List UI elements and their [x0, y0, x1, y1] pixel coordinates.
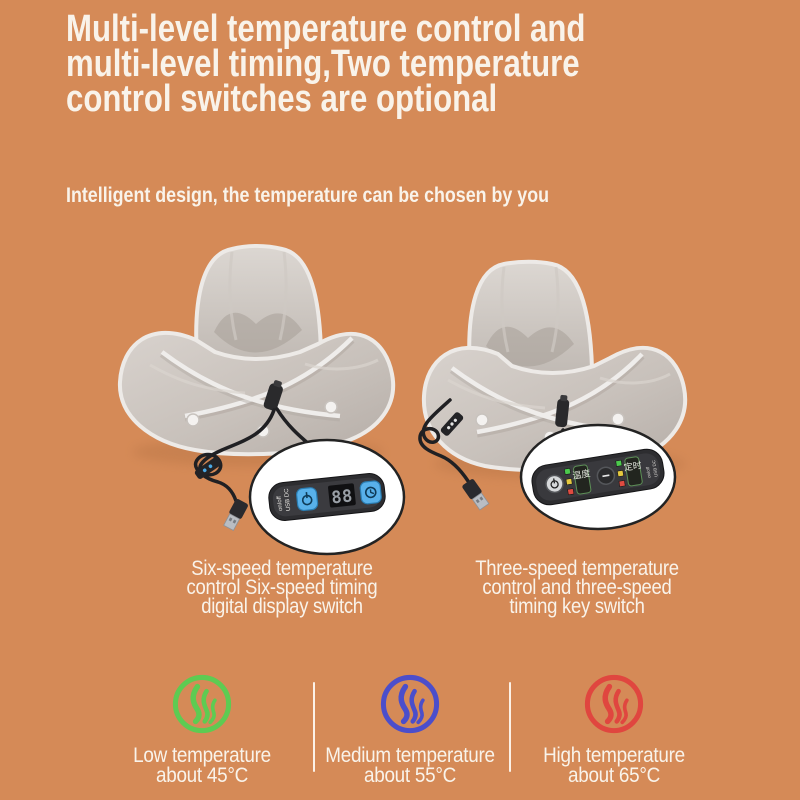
product-photo-left: on/off USB DC 88: [117, 244, 406, 556]
digital-controller: on/off USB DC 88: [268, 473, 386, 521]
timer-button: [359, 480, 382, 505]
flame-icon: [377, 671, 443, 737]
plate-timing-label: 定时: [623, 459, 643, 473]
title-line-2: multi-level timing,Two temperature: [66, 43, 580, 85]
power-connector: [263, 380, 283, 411]
usb-dc-label: USB DC: [651, 459, 659, 477]
collar: [194, 244, 323, 378]
key-label-plate: [573, 464, 592, 495]
product-photo-right: 温度 定时 on/off USB DC: [418, 259, 688, 531]
caption-line: Three-speed temperature: [475, 557, 679, 580]
timing-key-group: 定时: [596, 456, 643, 487]
temp-level-label: Low temperature about 45°C: [133, 744, 271, 787]
snap-buttons: [186, 400, 338, 438]
caption-line: control Six-speed timing: [186, 576, 378, 599]
page-title: Multi-level temperature control and mult…: [66, 8, 586, 120]
usb-dc-label: USB DC: [284, 487, 292, 511]
usb-plug: [223, 498, 248, 532]
onoff-label: on/off: [645, 466, 652, 479]
title-line-3: control switches are optional: [66, 78, 498, 120]
collar-opening-shadow: [214, 312, 302, 353]
plate-temperature-label: 温度: [572, 467, 592, 481]
onoff-label: on/off: [277, 495, 285, 511]
temp-level-label: High temperature about 65°C: [543, 744, 685, 787]
key-controller: 温度 定时 on/off USB DC: [531, 448, 665, 506]
caption-line: timing key switch: [509, 595, 645, 618]
divider: [509, 682, 511, 772]
caption-line: digital display switch: [201, 595, 363, 618]
caption-right: Three-speed temperature control and thre…: [445, 557, 709, 618]
caption-line: Six-speed temperature: [191, 557, 373, 580]
inline-switch: [440, 412, 464, 436]
collar-opening-shadow: [486, 326, 574, 367]
temp-level-high: High temperature about 65°C: [464, 671, 764, 785]
usb-plug: [462, 479, 490, 511]
power-connector: [555, 394, 570, 428]
caption-line: control and three-speed: [482, 576, 672, 599]
flame-icon: [581, 671, 647, 737]
flame-icon: [169, 671, 235, 737]
temp-level-medium: Medium temperature about 55°C: [260, 671, 560, 785]
inline-switch: [194, 457, 222, 479]
temp-level-low: Low temperature about 45°C: [52, 671, 352, 785]
digital-display: [328, 483, 356, 508]
page-subtitle: Intelligent design, the temperature can …: [66, 184, 550, 207]
display-value: 88: [330, 486, 353, 508]
caption-left: Six-speed temperature control Six-speed …: [150, 557, 414, 618]
power-button: [296, 487, 319, 512]
key-label-plate: [624, 456, 643, 487]
temperature-key-group: 温度: [545, 464, 592, 496]
divider: [313, 682, 315, 772]
title-line-1: Multi-level temperature control and: [66, 8, 586, 50]
temp-level-label: Medium temperature about 55°C: [325, 744, 495, 787]
